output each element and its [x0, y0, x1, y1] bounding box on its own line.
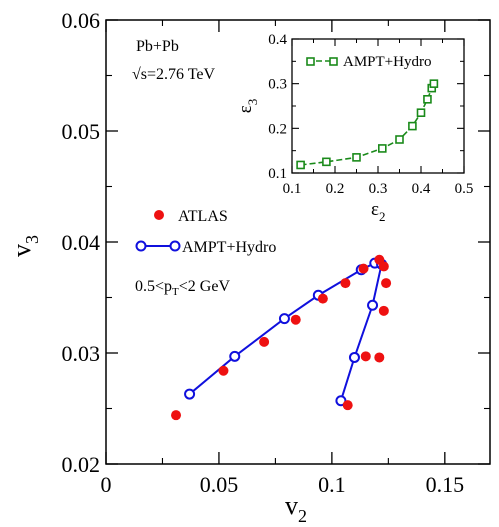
inset-tick-labels: 0.1 0.2 0.3 0.4 0.5 0.1 0.2 0.3 0.4 — [268, 32, 473, 197]
annotation-pt-range: 0.5<pT<2 GeV — [135, 278, 230, 298]
atlas-point — [360, 351, 371, 362]
inset-y-axis-title: ε3 — [235, 99, 260, 113]
inset-ampt-hydro-point — [416, 108, 426, 117]
inset-ampt-hydro-point — [423, 95, 432, 104]
legend-atlas-marker — [154, 210, 164, 220]
inset-data — [296, 79, 439, 170]
main-x-tick-label: 0 — [101, 472, 112, 497]
ampt-hydro-point — [348, 351, 360, 363]
main-tick-labels: 0 0.05 0.1 0.15 0.02 0.03 0.04 0.05 0.06 — [62, 8, 465, 497]
inset-ampt-hydro-point — [352, 153, 361, 162]
ampt-hydro-point — [278, 313, 290, 325]
legend-ampt-label: AMPT+Hydro — [182, 239, 276, 256]
legend-ampt-marker-left — [135, 240, 147, 252]
inset-ampt-hydro-point — [408, 121, 417, 131]
main-y-axis-title: v3 — [7, 235, 42, 257]
annotation-energy: √s=2.76 TeV — [132, 66, 216, 83]
main-ticks — [105, 19, 490, 465]
inset-y-tick-label: 0.2 — [268, 121, 287, 137]
main-y-axis-title-main: v — [7, 244, 36, 257]
main-y-tick-label: 0.06 — [62, 8, 101, 33]
main-y-axis-title-sub: 3 — [22, 235, 42, 244]
inset-y-axis-title-main: ε — [235, 105, 256, 113]
atlas-point — [317, 293, 328, 304]
atlas-point — [358, 263, 369, 274]
atlas-point — [342, 400, 353, 411]
atlas-point — [381, 278, 392, 289]
annotation-pt-post: <2 GeV — [179, 278, 231, 295]
ampt-hydro-point — [184, 388, 196, 400]
annotation-pt-pre: 0.5<p — [135, 278, 172, 295]
inset-ampt-hydro-line — [300, 83, 435, 166]
inset-legend-marker-right — [329, 57, 338, 66]
atlas-point — [378, 261, 389, 272]
inset-legend-marker-left — [306, 57, 315, 66]
legend-ampt-marker-right — [169, 240, 181, 252]
inset-legend-label: AMPT+Hydro — [343, 54, 431, 70]
main-y-tick-label: 0.04 — [62, 230, 101, 255]
inset-y-tick-label: 0.4 — [268, 32, 287, 48]
annotation-pt-sub: T — [172, 286, 179, 298]
main-x-tick-label: 0.05 — [200, 472, 239, 497]
inset-x-tick-label: 0.1 — [283, 181, 302, 197]
inset-ampt-hydro-point — [429, 79, 439, 88]
inset-ampt-hydro-point — [395, 135, 404, 144]
inset-y-tick-label: 0.1 — [268, 166, 287, 182]
inset-ticks — [291, 38, 465, 174]
inset-x-tick-label: 0.5 — [455, 181, 474, 197]
main-x-tick-label: 0.1 — [318, 472, 346, 497]
main-legend: ATLAS AMPT+Hydro — [135, 208, 276, 256]
main-y-tick-label: 0.03 — [62, 341, 101, 366]
inset-y-tick-label: 0.3 — [268, 77, 287, 93]
inset-x-tick-label: 0.3 — [369, 181, 388, 197]
inset-x-axis-title-main: ε — [371, 199, 379, 220]
main-y-tick-label: 0.02 — [62, 452, 101, 477]
inset-x-tick-label: 0.4 — [412, 181, 431, 197]
ampt-hydro-line — [188, 262, 383, 402]
annotation-system: Pb+Pb — [136, 38, 179, 55]
inset-x-tick-label: 0.2 — [326, 181, 345, 197]
legend-atlas-label: ATLAS — [178, 208, 228, 225]
atlas-point — [374, 352, 385, 363]
inset-legend: AMPT+Hydro — [306, 54, 431, 70]
inset-x-axis-title: ε2 — [371, 199, 385, 224]
main-y-tick-label: 0.05 — [62, 119, 101, 144]
ampt-hydro-point — [229, 350, 241, 362]
main-x-axis-title-sub: 2 — [298, 506, 307, 526]
inset-ampt-hydro-point — [296, 160, 305, 170]
main-data — [171, 254, 392, 421]
main-x-axis-title-main: v — [285, 491, 298, 520]
atlas-point — [340, 278, 351, 289]
main-x-axis-title: v2 — [285, 491, 307, 526]
inset-x-axis-title-sub: 2 — [379, 209, 386, 224]
atlas-point — [218, 365, 229, 376]
inset-ampt-hydro-point — [322, 157, 331, 167]
ampt-hydro-point — [367, 299, 379, 311]
atlas-point — [259, 336, 270, 347]
atlas-point — [290, 314, 301, 325]
inset-y-axis-title-sub: 3 — [245, 99, 260, 106]
atlas-point — [378, 305, 389, 316]
inset-ampt-hydro-point — [377, 144, 387, 153]
atlas-point — [171, 410, 182, 421]
main-x-tick-label: 0.15 — [426, 472, 465, 497]
